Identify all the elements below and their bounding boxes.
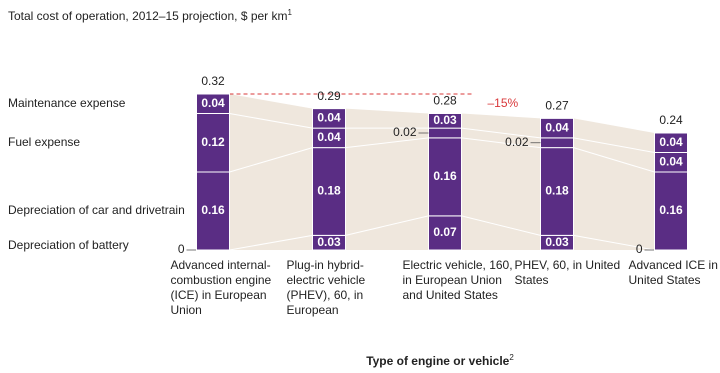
value-label: 0.16 xyxy=(433,169,457,183)
bar-segment xyxy=(312,147,346,236)
value-label: 0.16 xyxy=(659,203,683,217)
title-text: Total cost of operation, 2012–15 project… xyxy=(8,9,288,23)
connector xyxy=(229,94,313,250)
total-label: 0.27 xyxy=(545,99,569,113)
bar-segment xyxy=(428,137,462,217)
value-label: 0.18 xyxy=(317,184,341,198)
connector-line xyxy=(461,127,541,139)
connector-line xyxy=(229,113,313,129)
x-axis-title-note: 2 xyxy=(509,353,514,362)
value-label: 0 xyxy=(178,242,185,256)
title-note: 1 xyxy=(288,8,293,17)
connector-line xyxy=(573,234,655,251)
legend-label: Depreciation of car and drivetrain xyxy=(8,203,185,217)
category-label: Advanced ICE in United States xyxy=(628,258,718,287)
value-label: 0.02 xyxy=(393,125,417,139)
legend-label: Maintenance expense xyxy=(8,96,126,110)
total-label: 0.24 xyxy=(659,113,683,127)
category-label: PHEV, 60, in United States xyxy=(514,258,621,287)
connector-line xyxy=(461,137,541,149)
value-label: 0.04 xyxy=(317,111,341,125)
legend-label: Depreciation of battery xyxy=(8,238,129,252)
value-label: 0.03 xyxy=(545,235,569,249)
bar-segment xyxy=(540,137,574,149)
category-label: Plug-in hybrid-electric vehicle (PHEV), … xyxy=(286,258,366,317)
chart-title: Total cost of operation, 2012–15 project… xyxy=(8,8,293,23)
connector-line xyxy=(573,147,655,173)
bar-segment xyxy=(428,113,462,129)
value-label: 0.04 xyxy=(659,154,683,168)
x-axis-title-text: Type of engine or vehicle xyxy=(366,354,509,368)
value-label: 0.07 xyxy=(433,225,457,239)
value-label: 0.04 xyxy=(659,135,683,149)
value-label: 0.04 xyxy=(545,120,569,134)
value-label: 0.03 xyxy=(433,113,457,127)
total-label: 0.28 xyxy=(433,94,457,108)
bar-segment xyxy=(540,147,574,236)
bar-segment xyxy=(196,171,230,251)
legend-label: Fuel expense xyxy=(8,135,80,149)
connector-line xyxy=(229,234,313,251)
connector-line xyxy=(345,137,429,149)
value-label: 0.04 xyxy=(201,96,225,110)
annotation: –15% xyxy=(488,96,519,110)
connector-line xyxy=(573,137,655,153)
bar-segment xyxy=(428,215,462,251)
connector xyxy=(345,108,429,250)
total-label: 0.32 xyxy=(201,74,225,88)
connector-line xyxy=(461,215,541,236)
value-label: 0.18 xyxy=(545,184,569,198)
bar-segment xyxy=(540,117,574,139)
x-axis-title: Type of engine or vehicle2 xyxy=(366,353,514,368)
connector xyxy=(573,118,655,250)
bar-segment xyxy=(654,132,688,153)
connector-line xyxy=(345,215,429,236)
value-label: 0.04 xyxy=(317,130,341,144)
category-label: Electric vehicle, 160, in European Union… xyxy=(402,258,513,302)
value-label: 0.16 xyxy=(201,203,225,217)
total-label: 0.29 xyxy=(317,89,341,103)
connector xyxy=(461,113,541,250)
bar-segment xyxy=(312,108,346,129)
bar-segment xyxy=(428,127,462,139)
bar-segment xyxy=(196,93,230,114)
value-label: 0 xyxy=(636,242,643,256)
bar-segment xyxy=(654,171,688,251)
connector-line xyxy=(229,147,313,173)
value-label: 0.02 xyxy=(505,135,529,149)
value-label: 0.12 xyxy=(201,135,225,149)
bar-segment xyxy=(196,113,230,173)
category-label: Advanced internal-combustion engine (ICE… xyxy=(170,258,272,317)
value-label: 0.03 xyxy=(317,235,341,249)
